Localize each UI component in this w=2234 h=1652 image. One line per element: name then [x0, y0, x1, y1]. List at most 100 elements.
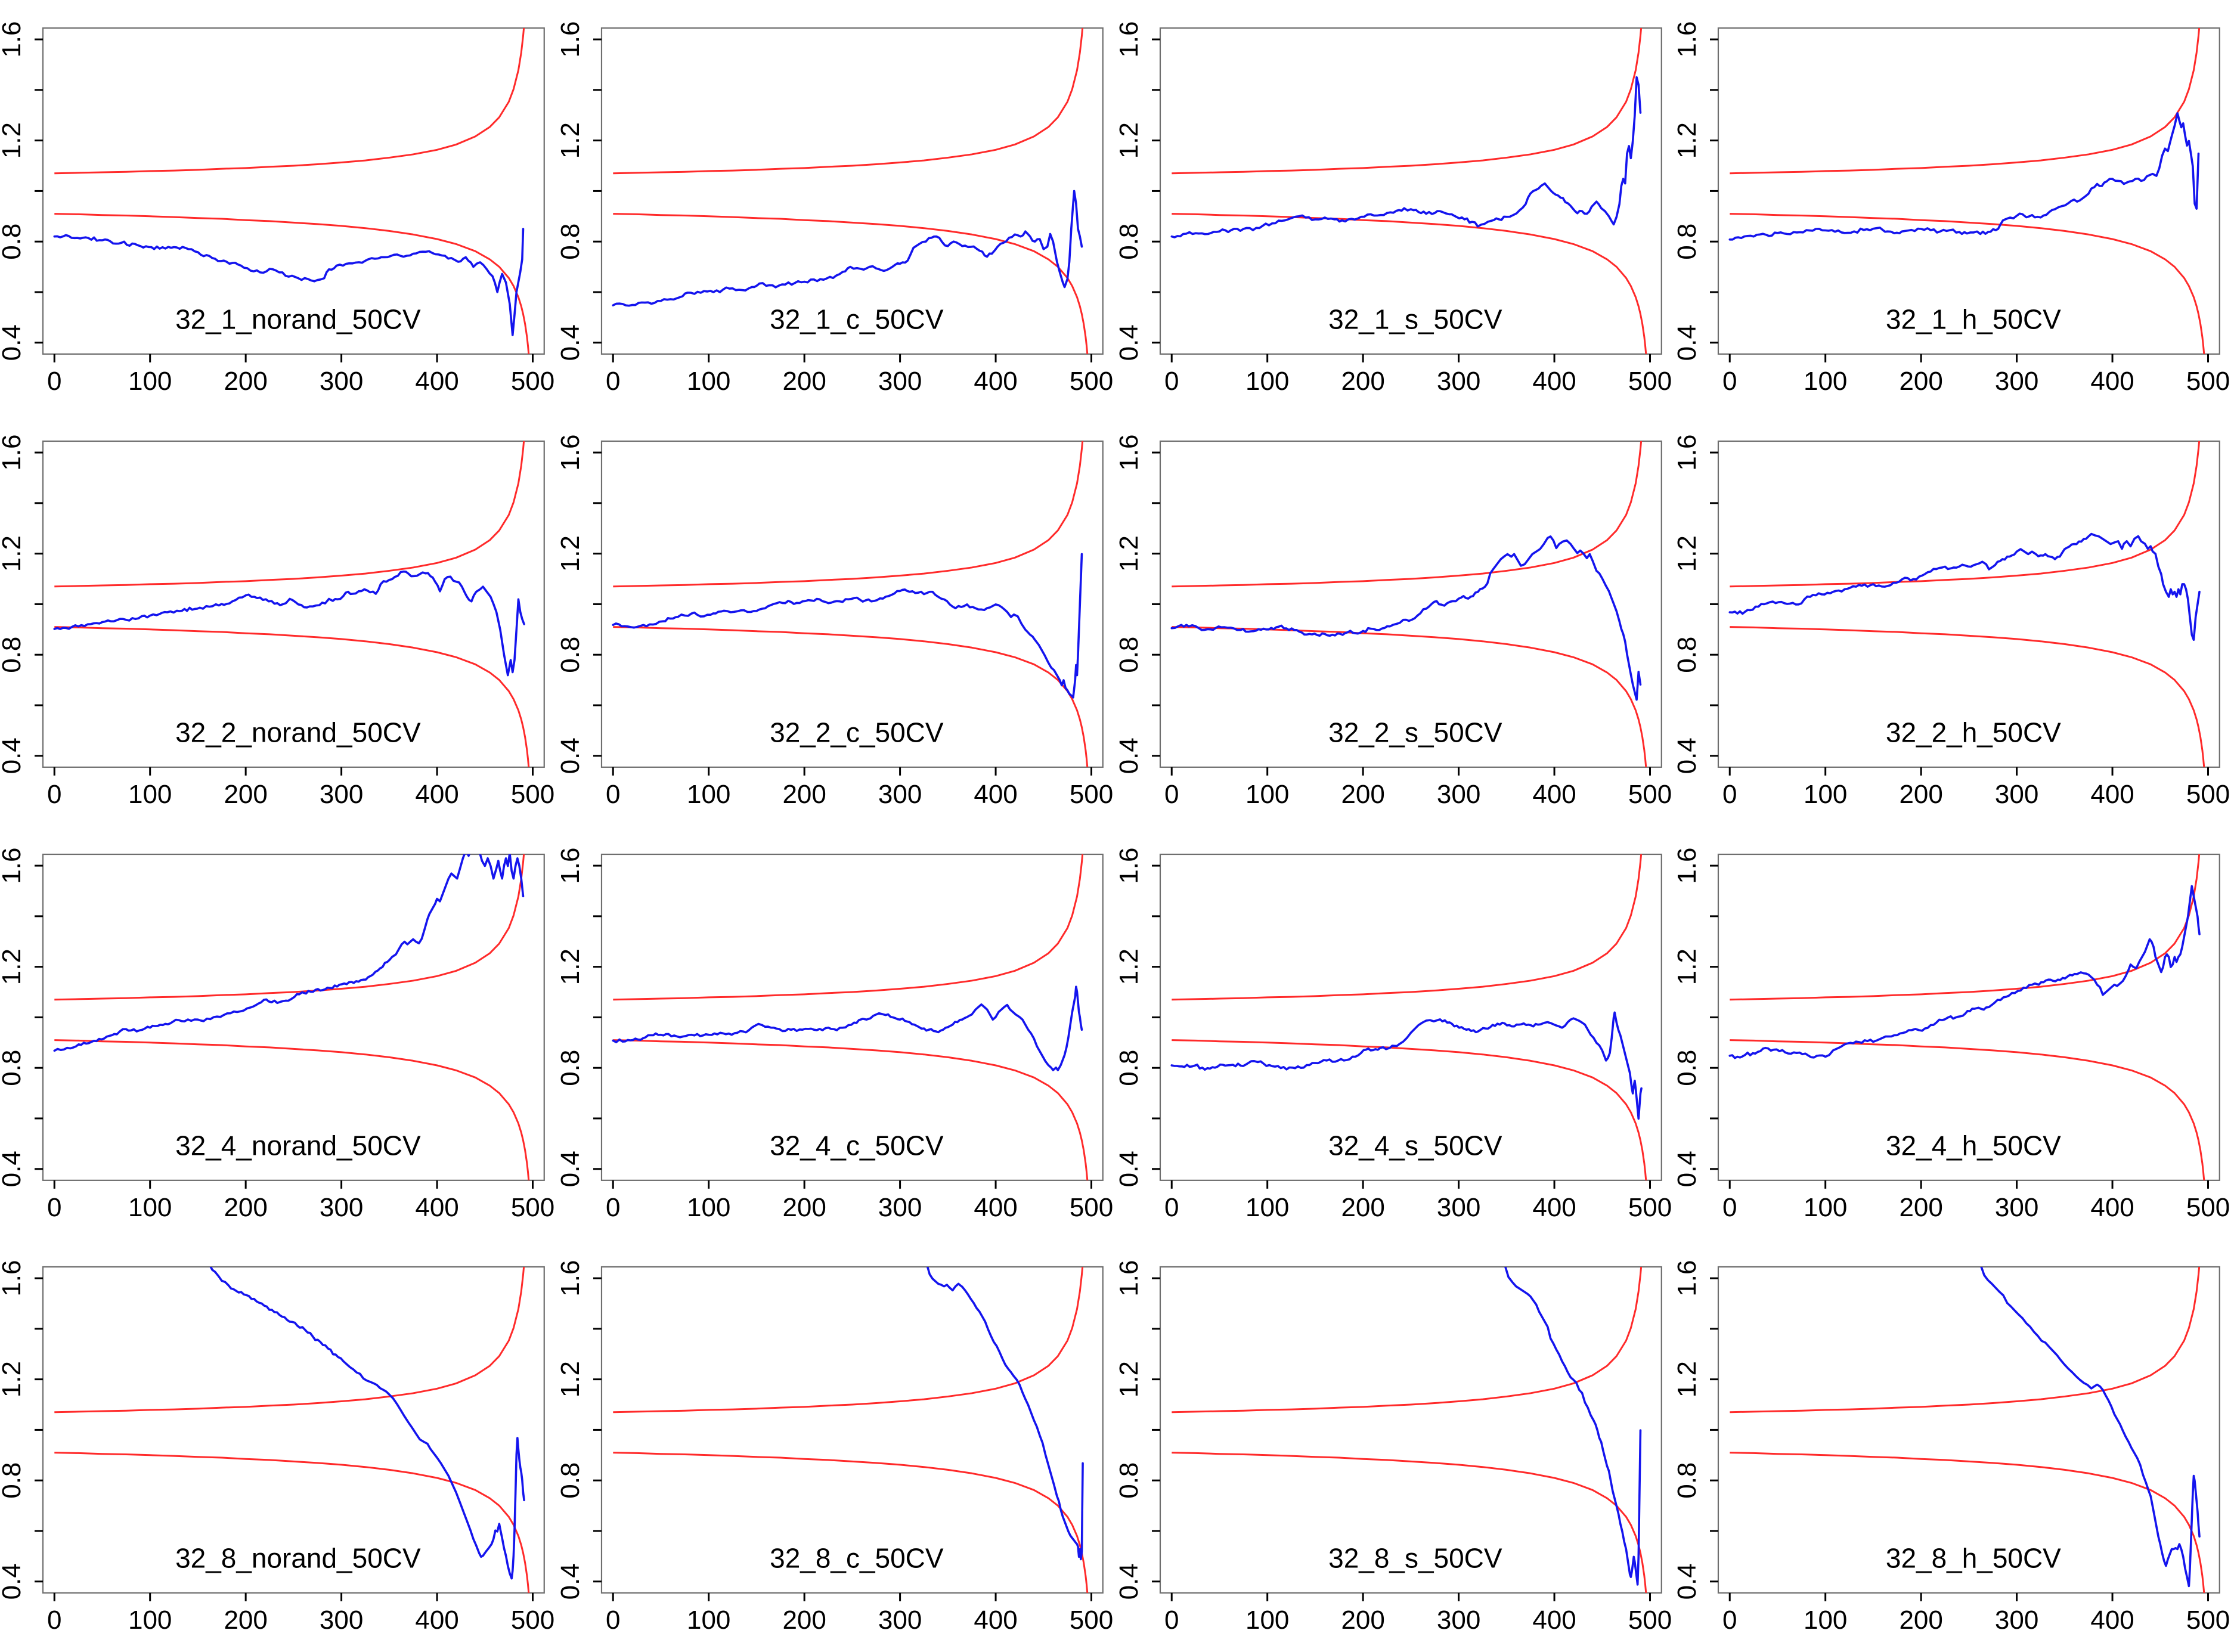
x-tick-label: 0	[47, 780, 61, 809]
x-tick-label: 100	[128, 1605, 172, 1635]
x-tick-label: 200	[1900, 367, 1943, 396]
envelope-upper-curve	[1171, 854, 1642, 1000]
x-tick-label: 200	[224, 780, 267, 809]
series-line	[926, 1267, 1084, 1561]
series-line	[1980, 1267, 2201, 1588]
x-tick-label: 0	[1722, 1192, 1737, 1222]
x-tick-label: 400	[974, 780, 1017, 809]
y-tick-label: 1.6	[0, 434, 26, 470]
plot-canvas: 0.4 0.8 1.2 1.6 0 100 200 300 400 500 32_1_s_50CV	[1117, 21, 1672, 396]
x-tick-label: 500	[511, 1605, 554, 1635]
series-line	[209, 1267, 525, 1580]
y-tick-label: 1.6	[559, 847, 585, 884]
y-tick-label: 1.2	[559, 1362, 585, 1398]
x-tick-label: 200	[782, 1192, 826, 1222]
x-tick-label: 400	[415, 1605, 458, 1635]
envelope-upper-curve	[1730, 27, 2201, 175]
envelope-lower-curve	[54, 213, 530, 354]
x-tick-label: 400	[1532, 780, 1576, 809]
x-tick-label: 100	[687, 1605, 730, 1635]
y-tick-label: 0.8	[559, 636, 585, 672]
plot-box	[1159, 27, 1662, 355]
y-tick-label: 1.6	[1117, 1260, 1144, 1297]
x-tick-label: 200	[1341, 1605, 1384, 1635]
y-tick-label: 0.4	[1117, 324, 1144, 361]
y-tick-label: 1.6	[559, 21, 585, 58]
x-tick-label: 300	[320, 780, 363, 809]
x-tick-label: 500	[2186, 780, 2230, 809]
plot-canvas: 0.4 0.8 1.2 1.6 0 100 200 300 400 500 32_8_h_50CV	[1675, 1260, 2230, 1635]
y-tick-label: 1.6	[1675, 1260, 1702, 1297]
envelope-upper-curve	[54, 27, 525, 175]
plot-canvas: 0.4 0.8 1.2 1.6 0 100 200 300 400 500 32_2_norand_…	[0, 434, 554, 809]
x-tick-label: 300	[878, 1192, 922, 1222]
x-tick-label: 500	[2186, 1192, 2230, 1222]
y-tick-label: 1.6	[559, 1260, 585, 1297]
envelope-lower-curve	[54, 1039, 530, 1180]
x-tick-label: 500	[511, 1192, 554, 1222]
x-tick-label: 400	[974, 367, 1017, 396]
x-tick-label: 0	[606, 367, 620, 396]
subplot-16: 0.4 0.8 1.2 1.6 0 100 200 300 400 500 32_8_h_50CV	[1675, 1239, 2234, 1652]
x-tick-label: 400	[2091, 780, 2134, 809]
x-tick-label: 100	[128, 780, 172, 809]
plot-canvas: 0.4 0.8 1.2 1.6 0 100 200 300 400 500 32_1_norand_…	[0, 21, 554, 396]
plot-title: 32_4_s_50CV	[1328, 1130, 1502, 1161]
x-tick-label: 400	[2091, 367, 2134, 396]
x-tick-label: 0	[47, 367, 61, 396]
y-tick-label: 1.2	[1675, 1362, 1702, 1398]
plot-title: 32_2_h_50CV	[1886, 717, 2061, 748]
envelope-upper-curve	[612, 441, 1083, 588]
y-tick-label: 0.8	[559, 224, 585, 260]
y-tick-label: 1.6	[0, 21, 26, 58]
x-tick-label: 500	[1628, 1605, 1671, 1635]
x-tick-label: 100	[687, 1192, 730, 1222]
envelope-upper-curve	[1730, 441, 2201, 588]
envelope-lower-curve	[1730, 213, 2205, 354]
y-tick-label: 0.4	[559, 737, 585, 774]
y-tick-label: 1.6	[0, 847, 26, 884]
x-tick-label: 0	[1722, 367, 1737, 396]
x-tick-label: 500	[1070, 1605, 1113, 1635]
x-tick-label: 200	[1341, 1192, 1384, 1222]
x-tick-label: 300	[1995, 780, 2038, 809]
plot-title: 32_8_norand_50CV	[175, 1543, 421, 1574]
plot-title: 32_8_h_50CV	[1886, 1543, 2061, 1574]
plot-canvas: 0.4 0.8 1.2 1.6 0 100 200 300 400 500 32_8_s_50CV	[1117, 1260, 1672, 1635]
x-tick-label: 400	[415, 780, 458, 809]
envelope-upper-curve	[54, 1267, 525, 1414]
y-tick-label: 0.4	[1675, 737, 1702, 774]
x-tick-label: 400	[974, 1605, 1017, 1635]
series-line	[612, 190, 1083, 307]
subplot-8: 0.4 0.8 1.2 1.6 0 100 200 300 400 500 32_2_h_50CV	[1675, 413, 2234, 826]
x-tick-label: 200	[1900, 780, 1943, 809]
y-tick-label: 0.8	[1117, 224, 1144, 260]
y-tick-label: 1.6	[1675, 847, 1702, 884]
y-tick-label: 0.8	[1675, 636, 1702, 672]
x-tick-label: 500	[1070, 1192, 1113, 1222]
y-tick-label: 1.2	[559, 122, 585, 159]
y-tick-label: 1.2	[0, 122, 26, 159]
envelope-upper-curve	[1171, 1267, 1642, 1414]
x-tick-label: 300	[1995, 367, 2038, 396]
x-tick-label: 500	[511, 780, 554, 809]
series-line	[53, 228, 525, 336]
series-line	[1728, 112, 2200, 241]
y-tick-label: 0.8	[1117, 1049, 1144, 1086]
envelope-lower-curve	[612, 1452, 1089, 1594]
plot-box	[1159, 853, 1662, 1181]
plot-canvas: 0.4 0.8 1.2 1.6 0 100 200 300 400 500 32_2_c_50CV	[559, 434, 1113, 809]
x-tick-label: 300	[320, 367, 363, 396]
x-tick-label: 200	[224, 1605, 267, 1635]
x-tick-label: 0	[1164, 1192, 1179, 1222]
x-tick-label: 0	[606, 1192, 620, 1222]
y-tick-label: 0.8	[1675, 1049, 1702, 1086]
subplot-2: 0.4 0.8 1.2 1.6 0 100 200 300 400 500 32_1_c_50CV	[559, 0, 1117, 413]
x-tick-label: 100	[1804, 367, 1847, 396]
y-tick-label: 0.4	[1117, 737, 1144, 774]
envelope-lower-curve	[1171, 1039, 1647, 1180]
y-tick-label: 0.8	[0, 224, 26, 260]
x-tick-label: 400	[1532, 1605, 1576, 1635]
y-tick-label: 0.4	[0, 1151, 26, 1187]
plot-box	[1159, 1266, 1662, 1594]
